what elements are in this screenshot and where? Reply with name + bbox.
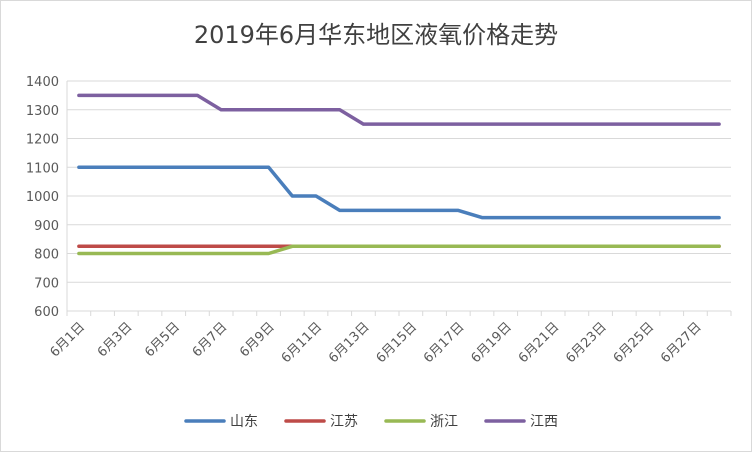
y-tick-label: 600	[34, 305, 59, 320]
y-tick-label: 1300	[26, 104, 59, 119]
legend-label: 江西	[530, 414, 558, 430]
y-axis: 600 700 800 900 1000 1100 1200 1300 1400	[26, 75, 68, 320]
legend-label: 江苏	[330, 414, 358, 430]
x-tick-label: 6月11日	[279, 320, 326, 367]
y-tick-label: 1000	[26, 190, 59, 205]
x-axis: 6月1日 6月3日 6月5日 6月7日 6月9日 6月11日 6月13日 6月15日 6月17日…	[47, 310, 732, 367]
y-tick-label: 700	[34, 276, 59, 291]
x-tick-label: 6月25日	[611, 320, 658, 367]
x-tick-label: 6月19日	[468, 320, 515, 367]
series-line-江西	[77, 93, 721, 126]
x-tick-label: 6月21日	[516, 320, 563, 367]
x-tick-label: 6月15日	[374, 320, 421, 367]
x-tick-label: 6月7日	[190, 320, 231, 361]
y-tick-label: 1200	[26, 133, 59, 148]
x-tick-label: 6月17日	[421, 320, 468, 367]
y-tick-label: 1100	[26, 161, 59, 176]
x-tick-label: 6月27日	[658, 320, 705, 367]
x-tick-label: 6月23日	[563, 320, 610, 367]
legend-label: 浙江	[430, 414, 458, 430]
x-tick-label: 6月5日	[142, 320, 183, 361]
series-line-山东	[77, 165, 721, 220]
gridlines	[67, 80, 731, 312]
chart-title: 2019年6月华东地区液氧价格走势	[193, 21, 559, 49]
legend-label: 山东	[230, 414, 258, 430]
series-lines	[77, 93, 721, 256]
x-tick-label: 6月1日	[47, 320, 88, 361]
x-tick-label: 6月9日	[237, 320, 278, 361]
x-tick-label: 6月13日	[326, 320, 373, 367]
x-tick-label: 6月3日	[95, 320, 136, 361]
y-tick-label: 800	[34, 248, 59, 263]
y-tick-label: 1400	[26, 75, 59, 90]
series-line-浙江	[77, 244, 721, 256]
y-tick-label: 900	[34, 219, 59, 234]
legend: 山东 江苏 浙江 江西	[184, 414, 558, 430]
